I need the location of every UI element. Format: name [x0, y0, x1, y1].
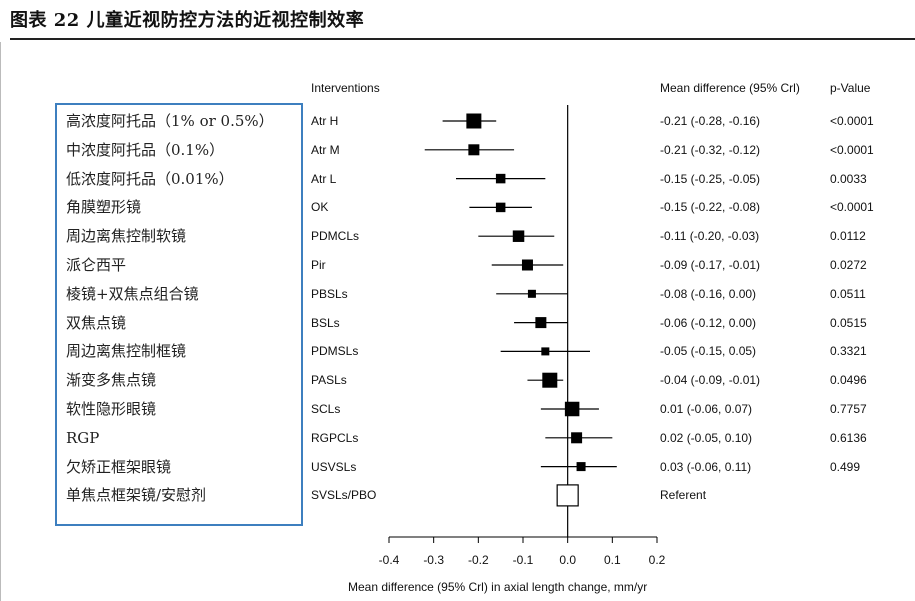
title-underline — [10, 38, 915, 40]
row-p-value: 0.0515 — [830, 315, 867, 330]
x-tick-label: -0.1 — [512, 553, 534, 567]
chart-title: 图表 22 儿童近视防控方法的近视控制效率 — [10, 10, 365, 31]
point-estimate-marker — [466, 113, 482, 129]
row-mean-difference: -0.21 (-0.32, -0.12) — [660, 142, 761, 157]
row-mean-difference: 0.01 (-0.06, 0.07) — [660, 402, 753, 416]
row-intervention-label: USVSLs — [311, 459, 357, 474]
row-mean-difference: -0.11 (-0.20, -0.03) — [660, 229, 760, 244]
point-estimate-marker — [564, 401, 580, 417]
row-mean-difference: -0.15 (-0.22, -0.08) — [660, 200, 761, 215]
point-estimate-marker — [542, 372, 558, 388]
row-chinese-label: 中浓度阿托品（0.1%） — [66, 140, 225, 159]
row-mean-difference: -0.15 (-0.25, -0.05) — [660, 171, 761, 186]
x-tick-label: -0.3 — [423, 553, 444, 567]
point-estimate-marker — [512, 230, 525, 242]
row-mean-difference: -0.21 (-0.28, -0.16) — [660, 114, 761, 128]
chinese-label-box — [55, 103, 303, 526]
point-estimate-marker — [468, 144, 480, 156]
x-tick-label: 0.0 — [559, 553, 576, 567]
row-chinese-label: 周边离焦控制软镜 — [66, 227, 187, 246]
row-chinese-label: RGP — [66, 428, 100, 447]
row-mean-difference: -0.06 (-0.12, 0.00) — [660, 315, 757, 330]
row-intervention-label: Pir — [311, 258, 326, 272]
row-chinese-label: 周边离焦控制框镜 — [66, 342, 187, 361]
referent-marker — [556, 484, 579, 507]
row-intervention-label: SCLs — [311, 402, 341, 416]
point-estimate-marker — [576, 462, 586, 472]
row-p-value: 0.0511 — [830, 286, 866, 301]
row-intervention-label: RGPCLs — [311, 430, 359, 445]
row-mean-difference: -0.04 (-0.09, -0.01) — [660, 373, 761, 388]
row-intervention-label: PBSLs — [311, 286, 348, 301]
row-p-value: 0.6136 — [830, 430, 867, 445]
point-estimate-marker — [527, 289, 536, 298]
row-mean-difference: 0.02 (-0.05, 0.10) — [660, 430, 753, 445]
row-intervention-label: BSLs — [311, 315, 340, 330]
point-estimate-marker — [541, 347, 550, 356]
header-mean-difference: Mean difference (95% Crl) — [660, 81, 800, 95]
row-chinese-label: 角膜塑形镜 — [66, 198, 142, 217]
x-axis-title: Mean difference (95% Crl) in axial lengt… — [348, 580, 648, 594]
row-mean-difference: -0.08 (-0.16, 0.00) — [660, 286, 757, 301]
row-chinese-label: 渐变多焦点镜 — [66, 371, 157, 390]
point-estimate-marker — [495, 202, 506, 213]
row-chinese-label: 派仑西平 — [66, 256, 127, 274]
header-interventions: Interventions — [311, 81, 380, 95]
row-p-value: 0.0272 — [830, 258, 867, 272]
row-chinese-label: 欠矫正框架眼镜 — [66, 457, 172, 476]
row-p-value: 0.0112 — [830, 229, 866, 244]
row-p-value: 0.7757 — [830, 402, 867, 416]
row-chinese-label: 高浓度阿托品（1% or 0.5%） — [66, 112, 274, 130]
row-p-value: <0.0001 — [830, 114, 874, 128]
row-intervention-label: OK — [311, 200, 329, 215]
x-tick-label: 0.1 — [603, 553, 621, 567]
row-intervention-label: SVSLs/PBO — [311, 488, 377, 503]
row-p-value: <0.0001 — [830, 142, 874, 157]
row-p-value: 0.0033 — [830, 171, 867, 186]
point-estimate-marker — [535, 317, 547, 329]
row-chinese-label: 单焦点框架镜/安慰剂 — [66, 486, 207, 505]
row-intervention-label: PDMCLs — [311, 229, 360, 244]
row-p-value: 0.499 — [830, 459, 861, 474]
row-mean-difference: Referent — [660, 488, 707, 503]
row-mean-difference: -0.09 (-0.17, -0.01) — [660, 258, 761, 272]
row-intervention-label: PASLs — [311, 373, 347, 388]
x-tick-label: -0.2 — [467, 553, 489, 567]
row-intervention-label: PDMSLs — [311, 344, 359, 359]
point-estimate-marker — [495, 173, 506, 184]
row-mean-difference: 0.03 (-0.06, 0.11) — [660, 459, 752, 474]
row-chinese-label: 双焦点镜 — [66, 313, 127, 332]
row-p-value: <0.0001 — [830, 200, 874, 215]
row-intervention-label: Atr L — [311, 171, 337, 186]
x-tick-label: -0.4 — [378, 553, 400, 567]
point-estimate-marker — [571, 432, 583, 444]
x-tick-label: 0.2 — [648, 553, 666, 567]
point-estimate-marker — [521, 259, 533, 271]
row-chinese-label: 软性隐形眼镜 — [66, 400, 157, 418]
row-chinese-label: 棱镜+双焦点组合镜 — [66, 284, 199, 303]
row-mean-difference: -0.05 (-0.15, 0.05) — [660, 344, 757, 359]
row-intervention-label: Atr M — [311, 142, 340, 157]
page-left-border — [0, 42, 1, 601]
row-p-value: 0.0496 — [830, 373, 867, 388]
row-intervention-label: Atr H — [311, 114, 339, 128]
row-chinese-label: 低浓度阿托品（0.01%） — [66, 169, 234, 188]
row-p-value: 0.3321 — [830, 344, 867, 359]
header-p-value: p-Value — [830, 81, 871, 95]
